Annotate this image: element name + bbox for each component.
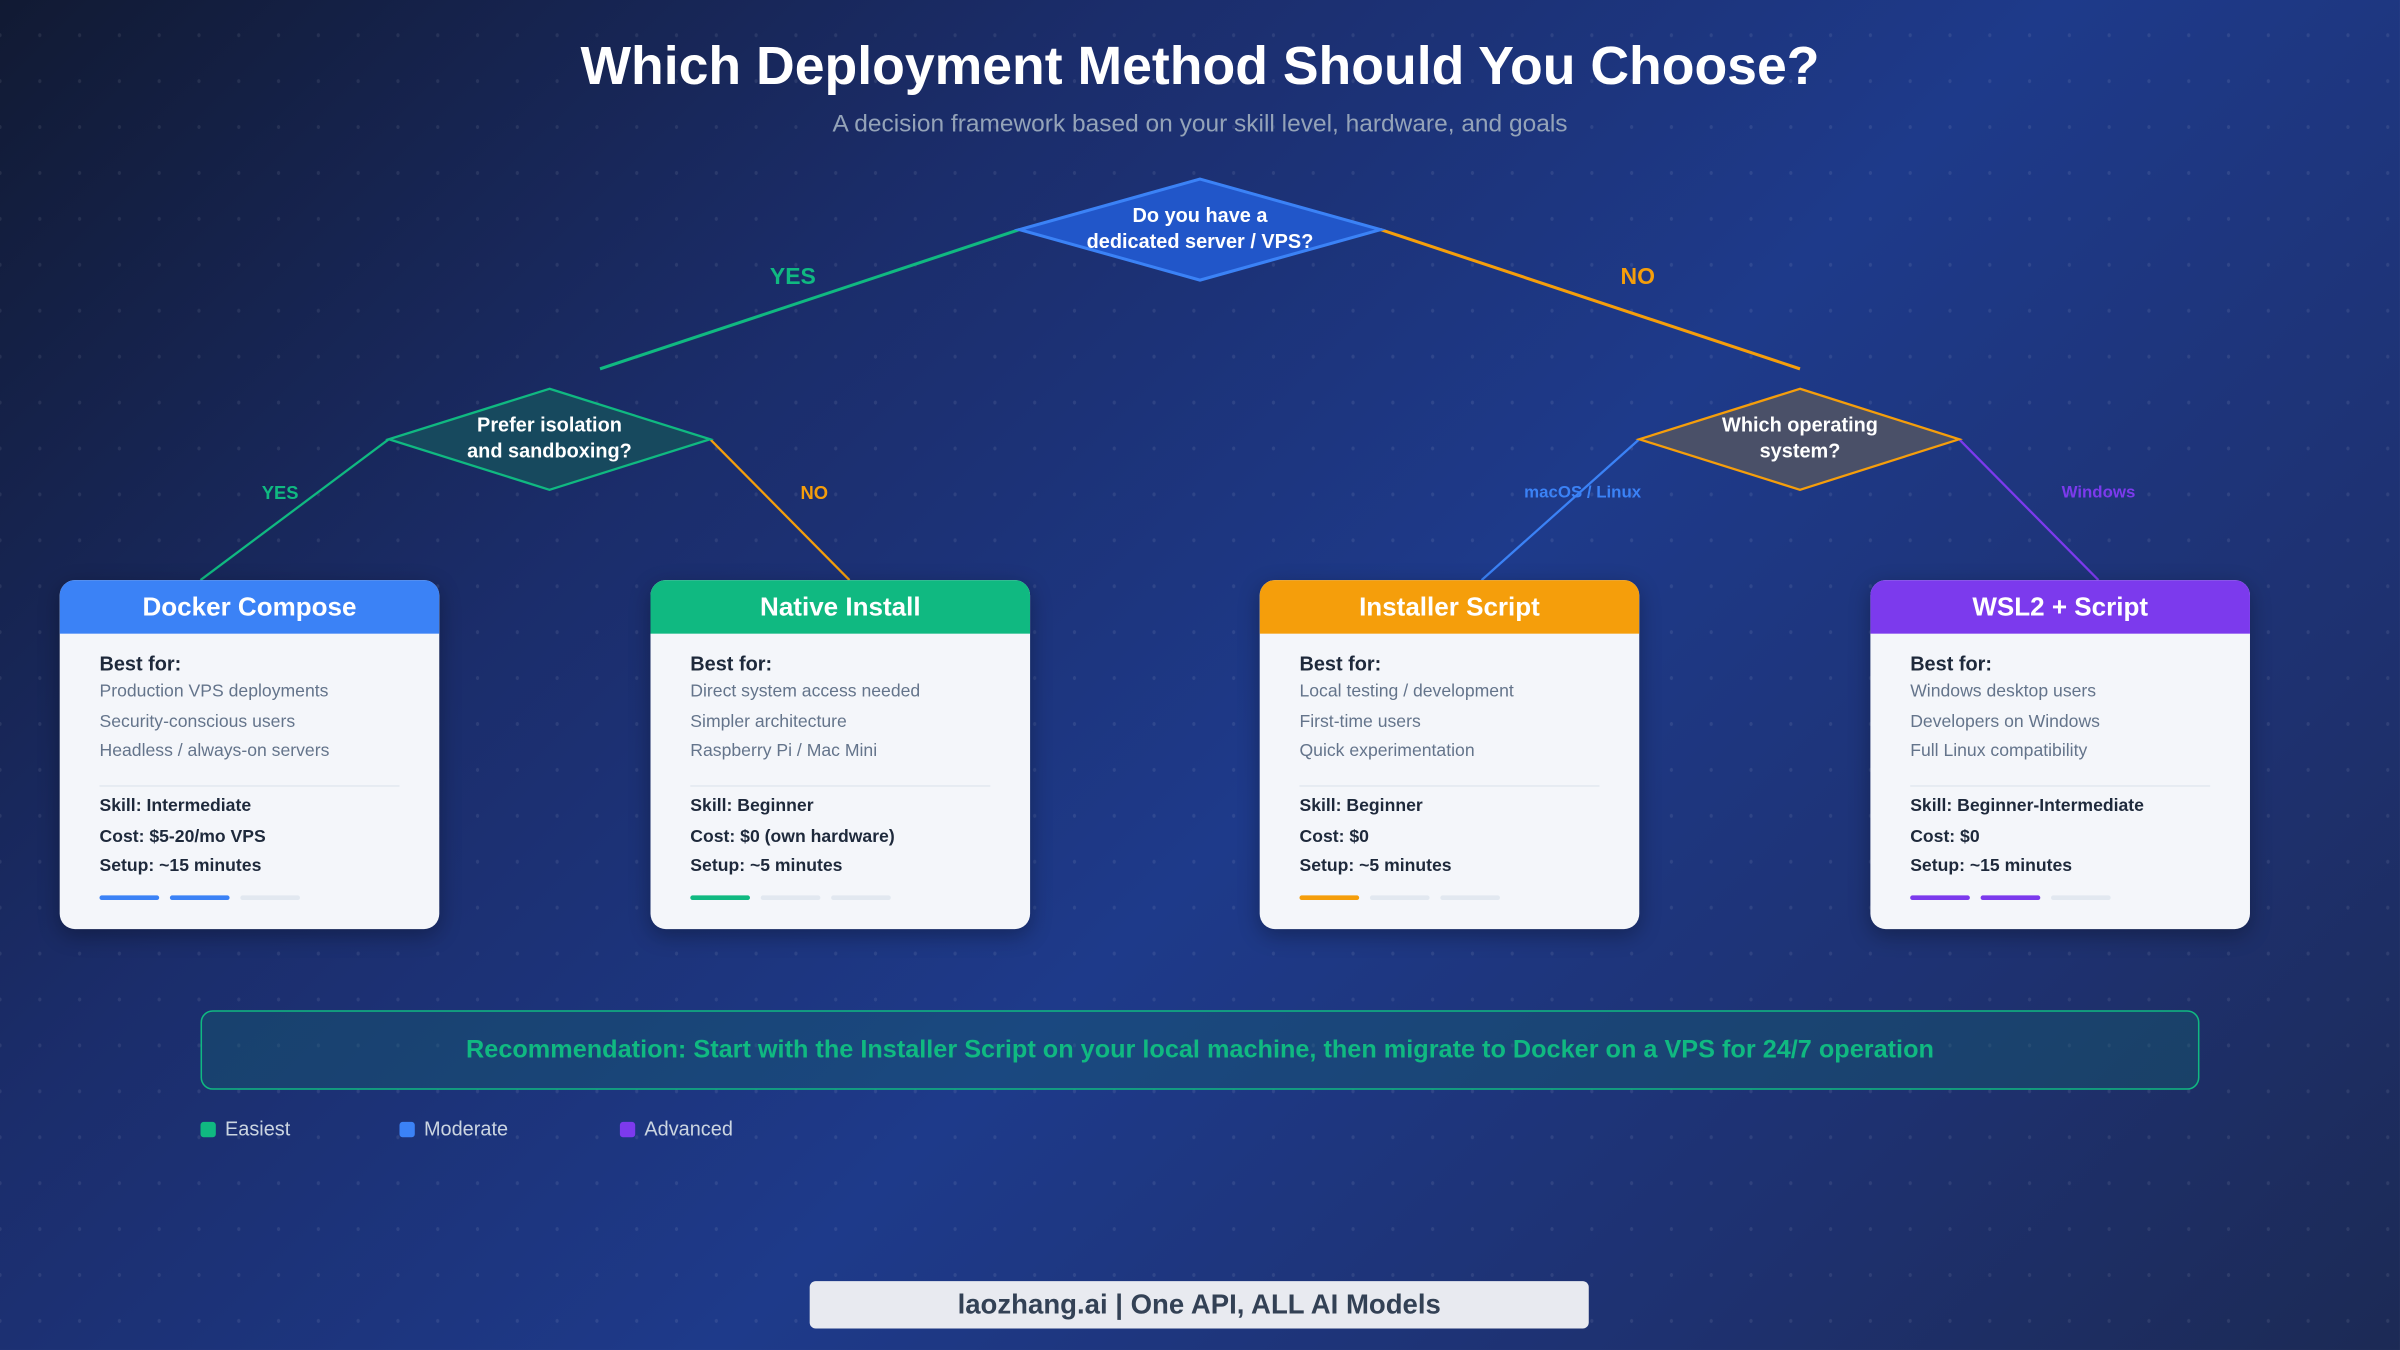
- recommendation-banner: Recommendation: Start with the Installer…: [200, 1010, 2200, 1090]
- label-root-no: NO: [1620, 264, 1655, 291]
- legend-swatch-easiest: [200, 1121, 216, 1138]
- method-card: Docker Compose Best for: Production VPS d…: [59, 580, 440, 930]
- page-subtitle: A decision framework based on your skill…: [832, 111, 1568, 138]
- card-title: Docker Compose: [59, 580, 440, 634]
- connector-isolation-no: [709, 438, 851, 581]
- connector-os-windows: [1958, 438, 2100, 581]
- card-title: Native Install: [650, 580, 1031, 634]
- card-title: WSL2 + Script: [1870, 580, 2250, 634]
- setup-time: Setup: ~5 minutes: [690, 857, 843, 876]
- best-for-item: Simpler architecture: [690, 712, 847, 731]
- decision-isolation-line2: and sandboxing?: [467, 439, 632, 463]
- difficulty-bar-segment: [1440, 895, 1500, 900]
- label-root-yes: YES: [769, 264, 816, 291]
- footer-banner: laozhang.ai | One API, ALL AI Models: [809, 1281, 1589, 1329]
- best-for-heading: Best for:: [690, 652, 773, 675]
- setup-time: Setup: ~5 minutes: [1299, 857, 1452, 876]
- decision-isolation-diamond: [384, 387, 715, 491]
- legend-swatch-moderate: [399, 1121, 415, 1138]
- decision-os-line2: system?: [1759, 439, 1841, 463]
- best-for-item: Full Linux compatibility: [1910, 742, 2088, 761]
- best-for-item: Local testing / development: [1299, 682, 1514, 702]
- best-for-item: Security-conscious users: [99, 712, 296, 731]
- method-card: Installer Script Best for: Local testing …: [1259, 580, 1640, 930]
- difficulty-bar-segment: [760, 895, 821, 900]
- skill-level: Skill: Beginner: [690, 797, 814, 816]
- cost: Cost: $0 (own hardware): [690, 828, 895, 847]
- decision-os-text: Which operating system?: [1647, 412, 1953, 464]
- method-card: Native Install Best for: Direct system ac…: [650, 580, 1031, 930]
- connector-root-yes: [599, 228, 1020, 371]
- decision-isolation-line1: Prefer isolation: [477, 413, 622, 437]
- skill-level: Skill: Intermediate: [99, 797, 252, 816]
- difficulty-bar-segment: [690, 895, 750, 900]
- setup-time: Setup: ~15 minutes: [99, 857, 262, 876]
- best-for-item: Windows desktop users: [1910, 682, 2097, 702]
- legend-swatch-advanced: [619, 1121, 636, 1138]
- label-os-windows: Windows: [2061, 483, 2136, 503]
- cost: Cost: $0: [1299, 828, 1369, 847]
- card-title: Installer Script: [1259, 580, 1640, 634]
- difficulty-bar-segment: [1910, 895, 1970, 900]
- best-for-heading: Best for:: [1299, 652, 1382, 675]
- best-for-item: Production VPS deployments: [99, 682, 329, 702]
- decision-isolation-text: Prefer isolation and sandboxing?: [396, 412, 702, 464]
- decision-root-text: Do you have a dedicated server / VPS?: [1016, 202, 1383, 254]
- connector-os-mac: [1480, 438, 1641, 581]
- difficulty-bar-segment: [1369, 895, 1430, 900]
- decision-root-line2: dedicated server / VPS?: [1086, 229, 1314, 253]
- difficulty-bar-segment: [169, 895, 230, 900]
- cost: Cost: $5-20/mo VPS: [99, 828, 266, 847]
- difficulty-bar-segment: [831, 895, 891, 900]
- label-os-mac-linux: macOS / Linux: [1524, 483, 1642, 503]
- difficulty-bar-segment: [1299, 895, 1360, 900]
- legend-easiest: Easiest: [200, 1117, 291, 1141]
- best-for-item: Raspberry Pi / Mac Mini: [690, 742, 878, 761]
- decision-os-diamond: [1635, 387, 1963, 491]
- setup-time: Setup: ~15 minutes: [1910, 857, 2073, 876]
- legend-advanced: Advanced: [619, 1117, 733, 1141]
- connector-root-no: [1380, 228, 1801, 371]
- connector-isolation-yes: [199, 438, 390, 582]
- best-for-heading: Best for:: [1910, 652, 1993, 675]
- decision-root-diamond: [1013, 177, 1387, 282]
- difficulty-bar-segment: [240, 895, 300, 900]
- difficulty-bar-segment: [2051, 895, 2111, 900]
- method-card: WSL2 + Script Best for: Windows desktop u…: [1870, 580, 2250, 930]
- best-for-heading: Best for:: [99, 652, 182, 675]
- legend-label: Moderate: [423, 1117, 509, 1141]
- legend-label: Advanced: [644, 1117, 733, 1141]
- difficulty-bar-segment: [99, 895, 160, 900]
- divider: [1910, 785, 2211, 787]
- skill-level: Skill: Beginner-Intermediate: [1910, 797, 2144, 816]
- page-title: Which Deployment Method Should You Choos…: [580, 36, 1820, 97]
- cost: Cost: $0: [1910, 828, 1980, 847]
- divider: [690, 785, 991, 787]
- best-for-item: Developers on Windows: [1910, 712, 2101, 731]
- divider: [1299, 785, 1600, 787]
- legend-label: Easiest: [224, 1117, 291, 1141]
- best-for-item: Headless / always-on servers: [99, 742, 330, 761]
- best-for-item: Direct system access needed: [690, 682, 921, 702]
- label-isolation-no: NO: [800, 482, 829, 504]
- best-for-item: First-time users: [1299, 712, 1421, 731]
- decision-root-line1: Do you have a: [1132, 203, 1268, 227]
- decision-os-line1: Which operating: [1722, 413, 1878, 437]
- legend-moderate: Moderate: [399, 1117, 508, 1140]
- best-for-item: Quick experimentation: [1299, 742, 1475, 761]
- difficulty-bar-segment: [1980, 895, 2041, 900]
- label-isolation-yes: YES: [261, 482, 299, 504]
- divider: [99, 785, 400, 787]
- skill-level: Skill: Beginner: [1299, 797, 1423, 816]
